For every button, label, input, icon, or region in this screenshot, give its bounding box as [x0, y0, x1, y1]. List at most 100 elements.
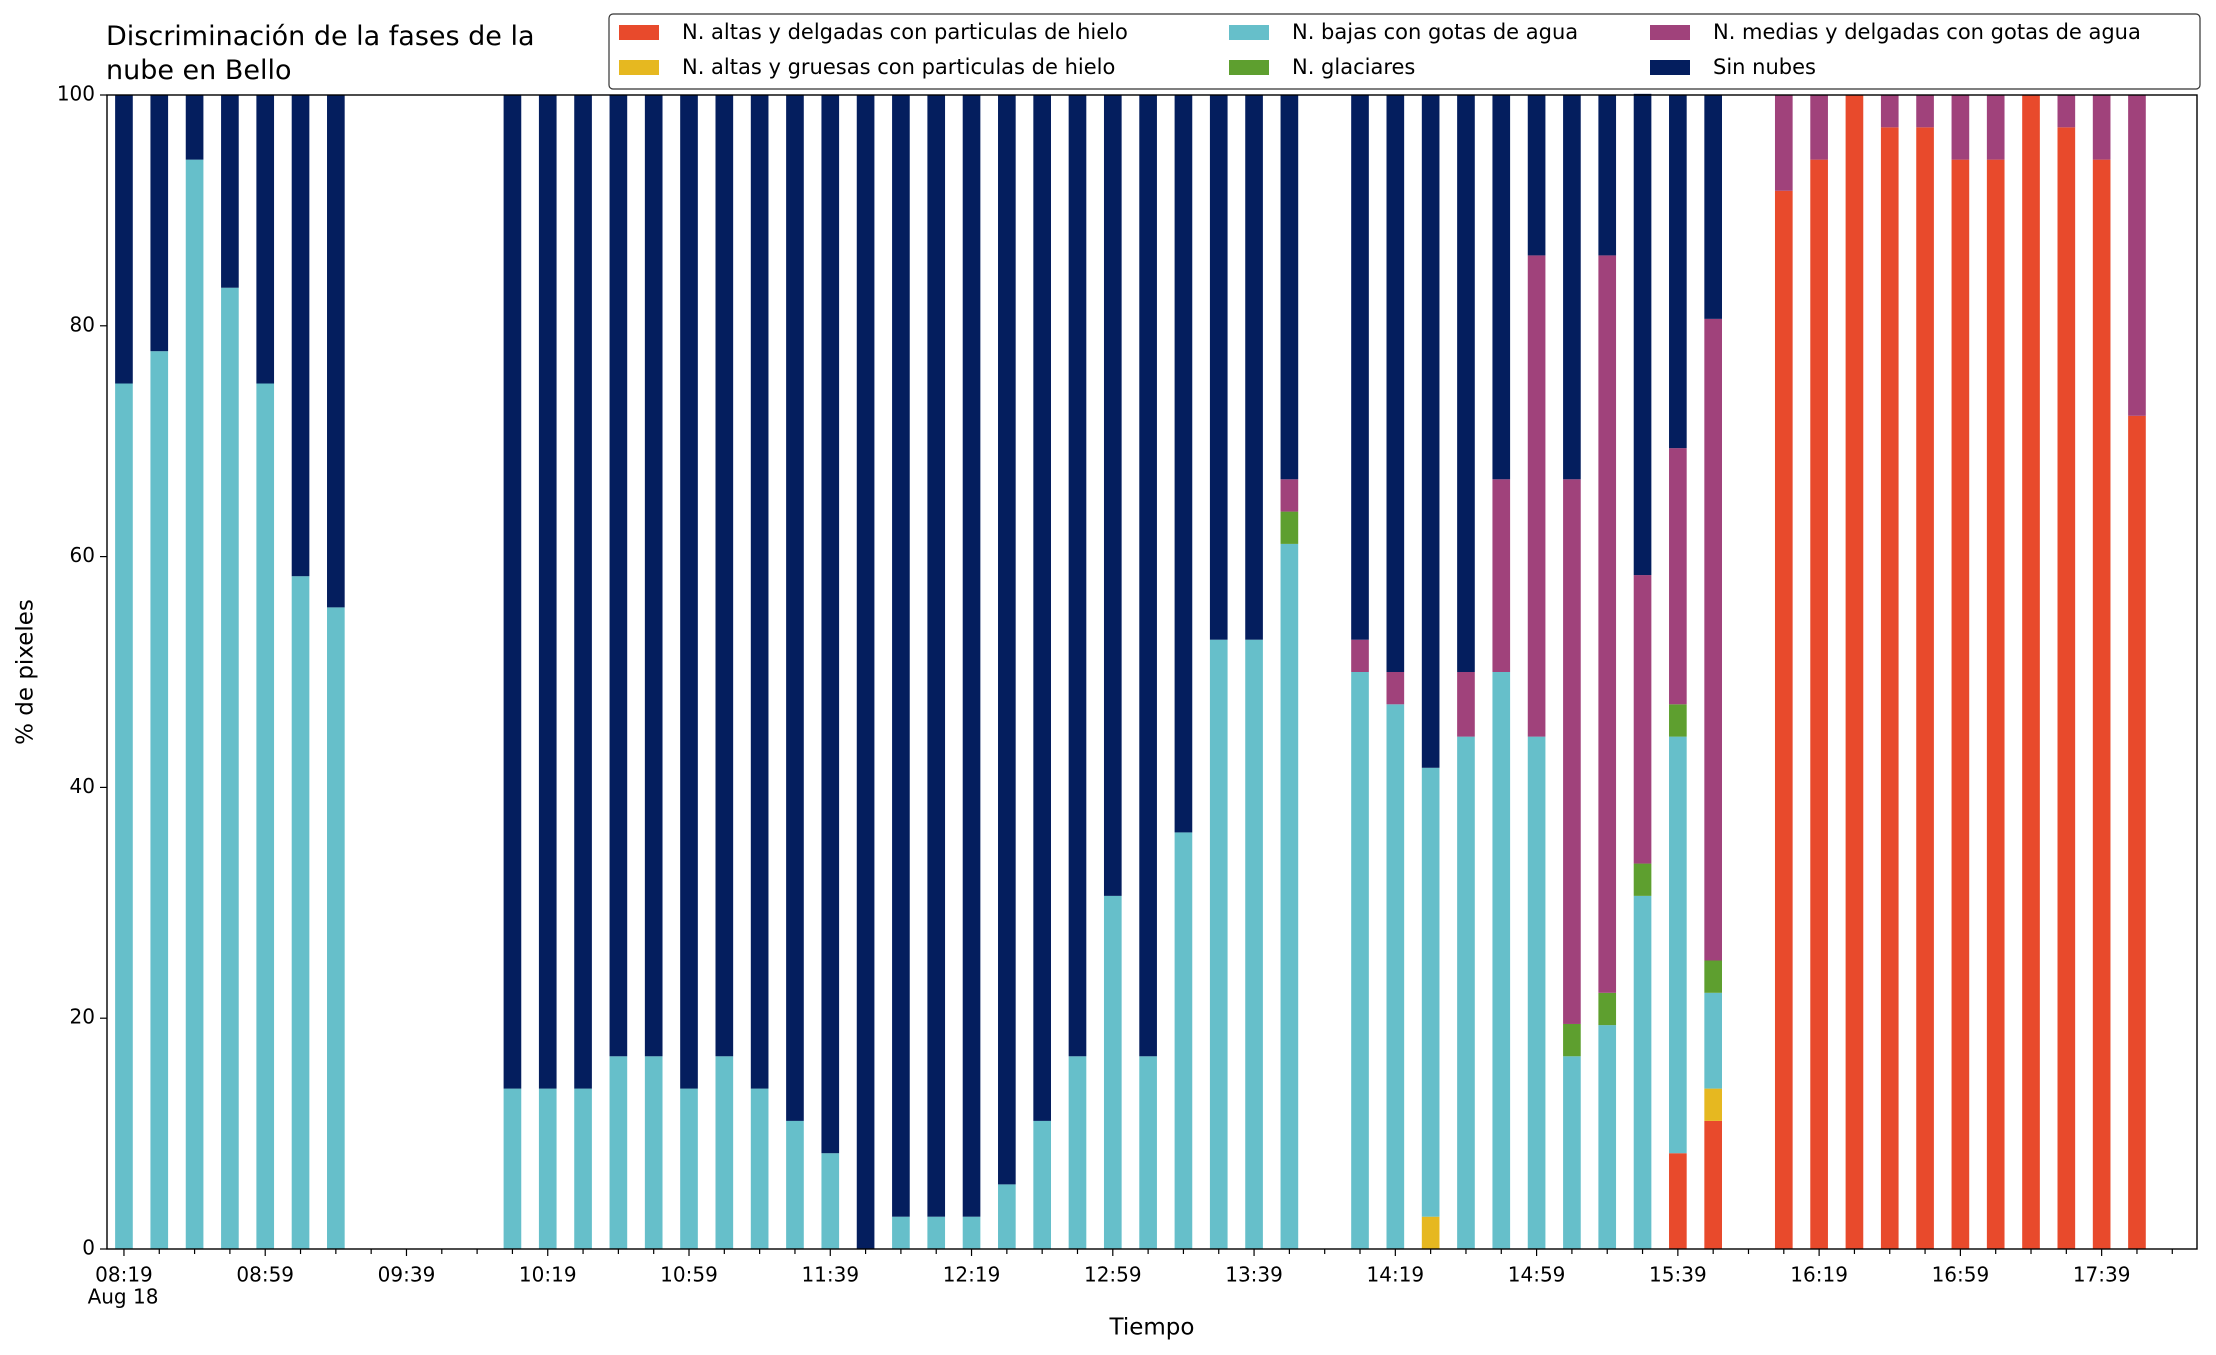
bar-segment — [538, 95, 557, 1089]
y-tick-label: 40 — [70, 774, 95, 798]
bar-segment — [1245, 639, 1263, 1249]
bar-segment — [1986, 159, 2005, 1249]
bar-segment — [256, 383, 275, 1249]
legend-label: N. medias y delgadas con gotas de agua — [1713, 20, 2141, 44]
bar-segment — [1103, 895, 1122, 1249]
legend-label: N. bajas con gotas de agua — [1292, 20, 1578, 44]
bar-segment — [1527, 736, 1546, 1249]
bar-segment — [927, 1216, 946, 1249]
legend-box — [608, 13, 2201, 90]
bar-segment — [644, 1056, 663, 1249]
bar-segment — [1845, 95, 1864, 1249]
bar-segment — [1421, 95, 1440, 768]
bar-segment — [1033, 95, 1051, 1121]
bar-segment — [2092, 159, 2111, 1249]
bar-segment — [821, 1153, 840, 1249]
bar-segment — [1563, 95, 1581, 480]
bar-segment — [1492, 95, 1511, 480]
bar-segment — [1598, 1025, 1617, 1249]
y-tick-label: 60 — [70, 543, 95, 567]
bar-segment — [1563, 1056, 1581, 1249]
bar-segment — [150, 95, 169, 352]
bar-segment — [1916, 95, 1934, 128]
bar-segment — [821, 95, 840, 1154]
bar-segment — [1068, 95, 1087, 1057]
legend-label: N. altas y gruesas con particulas de hie… — [682, 55, 1115, 79]
bar-segment — [1103, 95, 1122, 896]
legend-swatch — [1650, 25, 1690, 40]
bar-segment — [2057, 95, 2076, 128]
bar-segment — [1563, 479, 1581, 1024]
x-tick-label: 08:59 — [236, 1263, 294, 1287]
x-tick-label: 14:19 — [1367, 1263, 1425, 1287]
bar-segment — [2128, 95, 2146, 416]
bar-segment — [1351, 95, 1369, 640]
chart-title: Discriminación de la fases de la nube en… — [106, 21, 535, 86]
y-tick-label: 80 — [70, 312, 95, 336]
bar-segment — [327, 95, 345, 608]
bar-segment — [1598, 255, 1617, 993]
x-tick-label: 15:39 — [1649, 1263, 1707, 1287]
bar-segment — [1527, 95, 1546, 256]
legend-label: N. altas y delgadas con particulas de hi… — [682, 20, 1128, 44]
x-tick-label: 12:59 — [1084, 1263, 1142, 1287]
bar-segment — [1351, 639, 1369, 672]
bar-segment — [2057, 127, 2076, 1249]
y-tick-label: 100 — [57, 82, 95, 106]
bar-segment — [1880, 95, 1899, 128]
bar-segment — [1174, 832, 1193, 1249]
bar-segment — [503, 1088, 522, 1249]
bar-segment — [998, 95, 1016, 1185]
x-tick-label: 14:59 — [1508, 1263, 1566, 1287]
bar-segment — [1598, 95, 1617, 256]
bar-segment — [1774, 190, 1793, 1250]
bar-segment — [715, 95, 734, 1057]
bar-segment — [1563, 1023, 1581, 1057]
bar-segment — [1280, 543, 1299, 1249]
x-tick-label: 08:19 — [95, 1263, 153, 1287]
bar-segment — [150, 351, 169, 1249]
bar-segment — [1810, 95, 1828, 160]
bar-segment — [1457, 736, 1475, 1249]
x-tick-label: 12:19 — [943, 1263, 1001, 1287]
bar-segment — [1669, 95, 1687, 449]
bar-segment — [1669, 448, 1687, 705]
bar-segment — [856, 95, 875, 1249]
bar-segment — [786, 95, 804, 1121]
bar-segment — [1209, 95, 1228, 640]
bar-segment — [1704, 318, 1722, 961]
bar-segment — [1810, 159, 1828, 1249]
bar-segment — [1386, 704, 1405, 1249]
bar-segment — [1174, 95, 1193, 833]
bar-segment — [786, 1120, 804, 1249]
legend-label: Sin nubes — [1713, 55, 1816, 79]
legend-swatch — [1650, 60, 1690, 75]
bar-segment — [1704, 992, 1722, 1089]
bar-segment — [1209, 639, 1228, 1249]
bar-segment — [1880, 127, 1899, 1249]
bar-segment — [2092, 95, 2111, 160]
bar-segment — [1633, 863, 1652, 896]
x-tick-label: 11:39 — [801, 1263, 859, 1287]
bar-segment — [574, 1088, 592, 1249]
legend-swatch — [1229, 25, 1269, 40]
bar-segment — [1951, 159, 1970, 1249]
legend-swatch — [1229, 60, 1269, 75]
bar-segment — [1598, 992, 1617, 1026]
bar-segment — [1633, 895, 1652, 1249]
bar-segment — [1986, 95, 2005, 160]
x-tick-label: 09:39 — [378, 1263, 436, 1287]
bar-segment — [1704, 1120, 1722, 1249]
bar-segment — [2128, 415, 2146, 1249]
bar-segment — [644, 95, 663, 1057]
bar-segment — [1421, 767, 1440, 1217]
bar-segment — [1351, 672, 1369, 1249]
bar-segment — [927, 95, 946, 1217]
x-date-label: Aug 18 — [88, 1285, 159, 1309]
bar-segment — [1704, 960, 1722, 993]
bar-segment — [1704, 95, 1722, 319]
bar-segment — [609, 1056, 628, 1249]
x-tick-label: 10:19 — [519, 1263, 577, 1287]
bar-segment — [1457, 95, 1475, 672]
x-tick-label: 13:39 — [1225, 1263, 1283, 1287]
